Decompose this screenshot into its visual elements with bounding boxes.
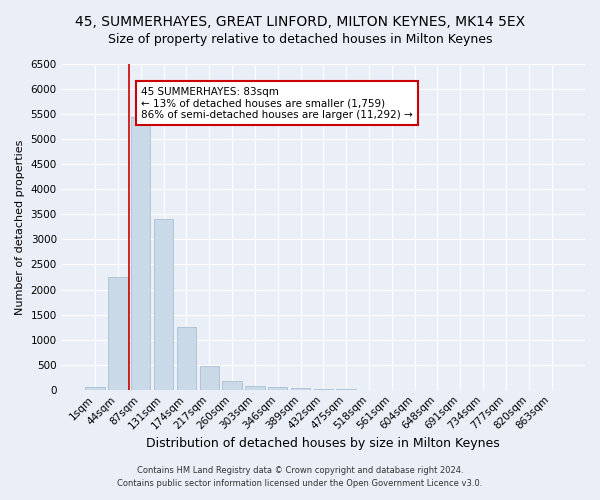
Y-axis label: Number of detached properties: Number of detached properties — [15, 139, 25, 314]
Bar — [268, 387, 287, 390]
Bar — [177, 327, 196, 390]
Bar — [85, 387, 105, 390]
Bar — [245, 386, 265, 390]
Bar — [131, 116, 151, 390]
Text: Contains HM Land Registry data © Crown copyright and database right 2024.
Contai: Contains HM Land Registry data © Crown c… — [118, 466, 482, 487]
Text: 45, SUMMERHAYES, GREAT LINFORD, MILTON KEYNES, MK14 5EX: 45, SUMMERHAYES, GREAT LINFORD, MILTON K… — [75, 15, 525, 29]
Text: 45 SUMMERHAYES: 83sqm
← 13% of detached houses are smaller (1,759)
86% of semi-d: 45 SUMMERHAYES: 83sqm ← 13% of detached … — [141, 86, 413, 120]
Bar — [314, 389, 333, 390]
Bar — [291, 388, 310, 390]
Bar — [108, 277, 128, 390]
X-axis label: Distribution of detached houses by size in Milton Keynes: Distribution of detached houses by size … — [146, 437, 500, 450]
Bar — [154, 220, 173, 390]
Bar — [223, 381, 242, 390]
Bar — [200, 366, 219, 390]
Text: Size of property relative to detached houses in Milton Keynes: Size of property relative to detached ho… — [108, 32, 492, 46]
